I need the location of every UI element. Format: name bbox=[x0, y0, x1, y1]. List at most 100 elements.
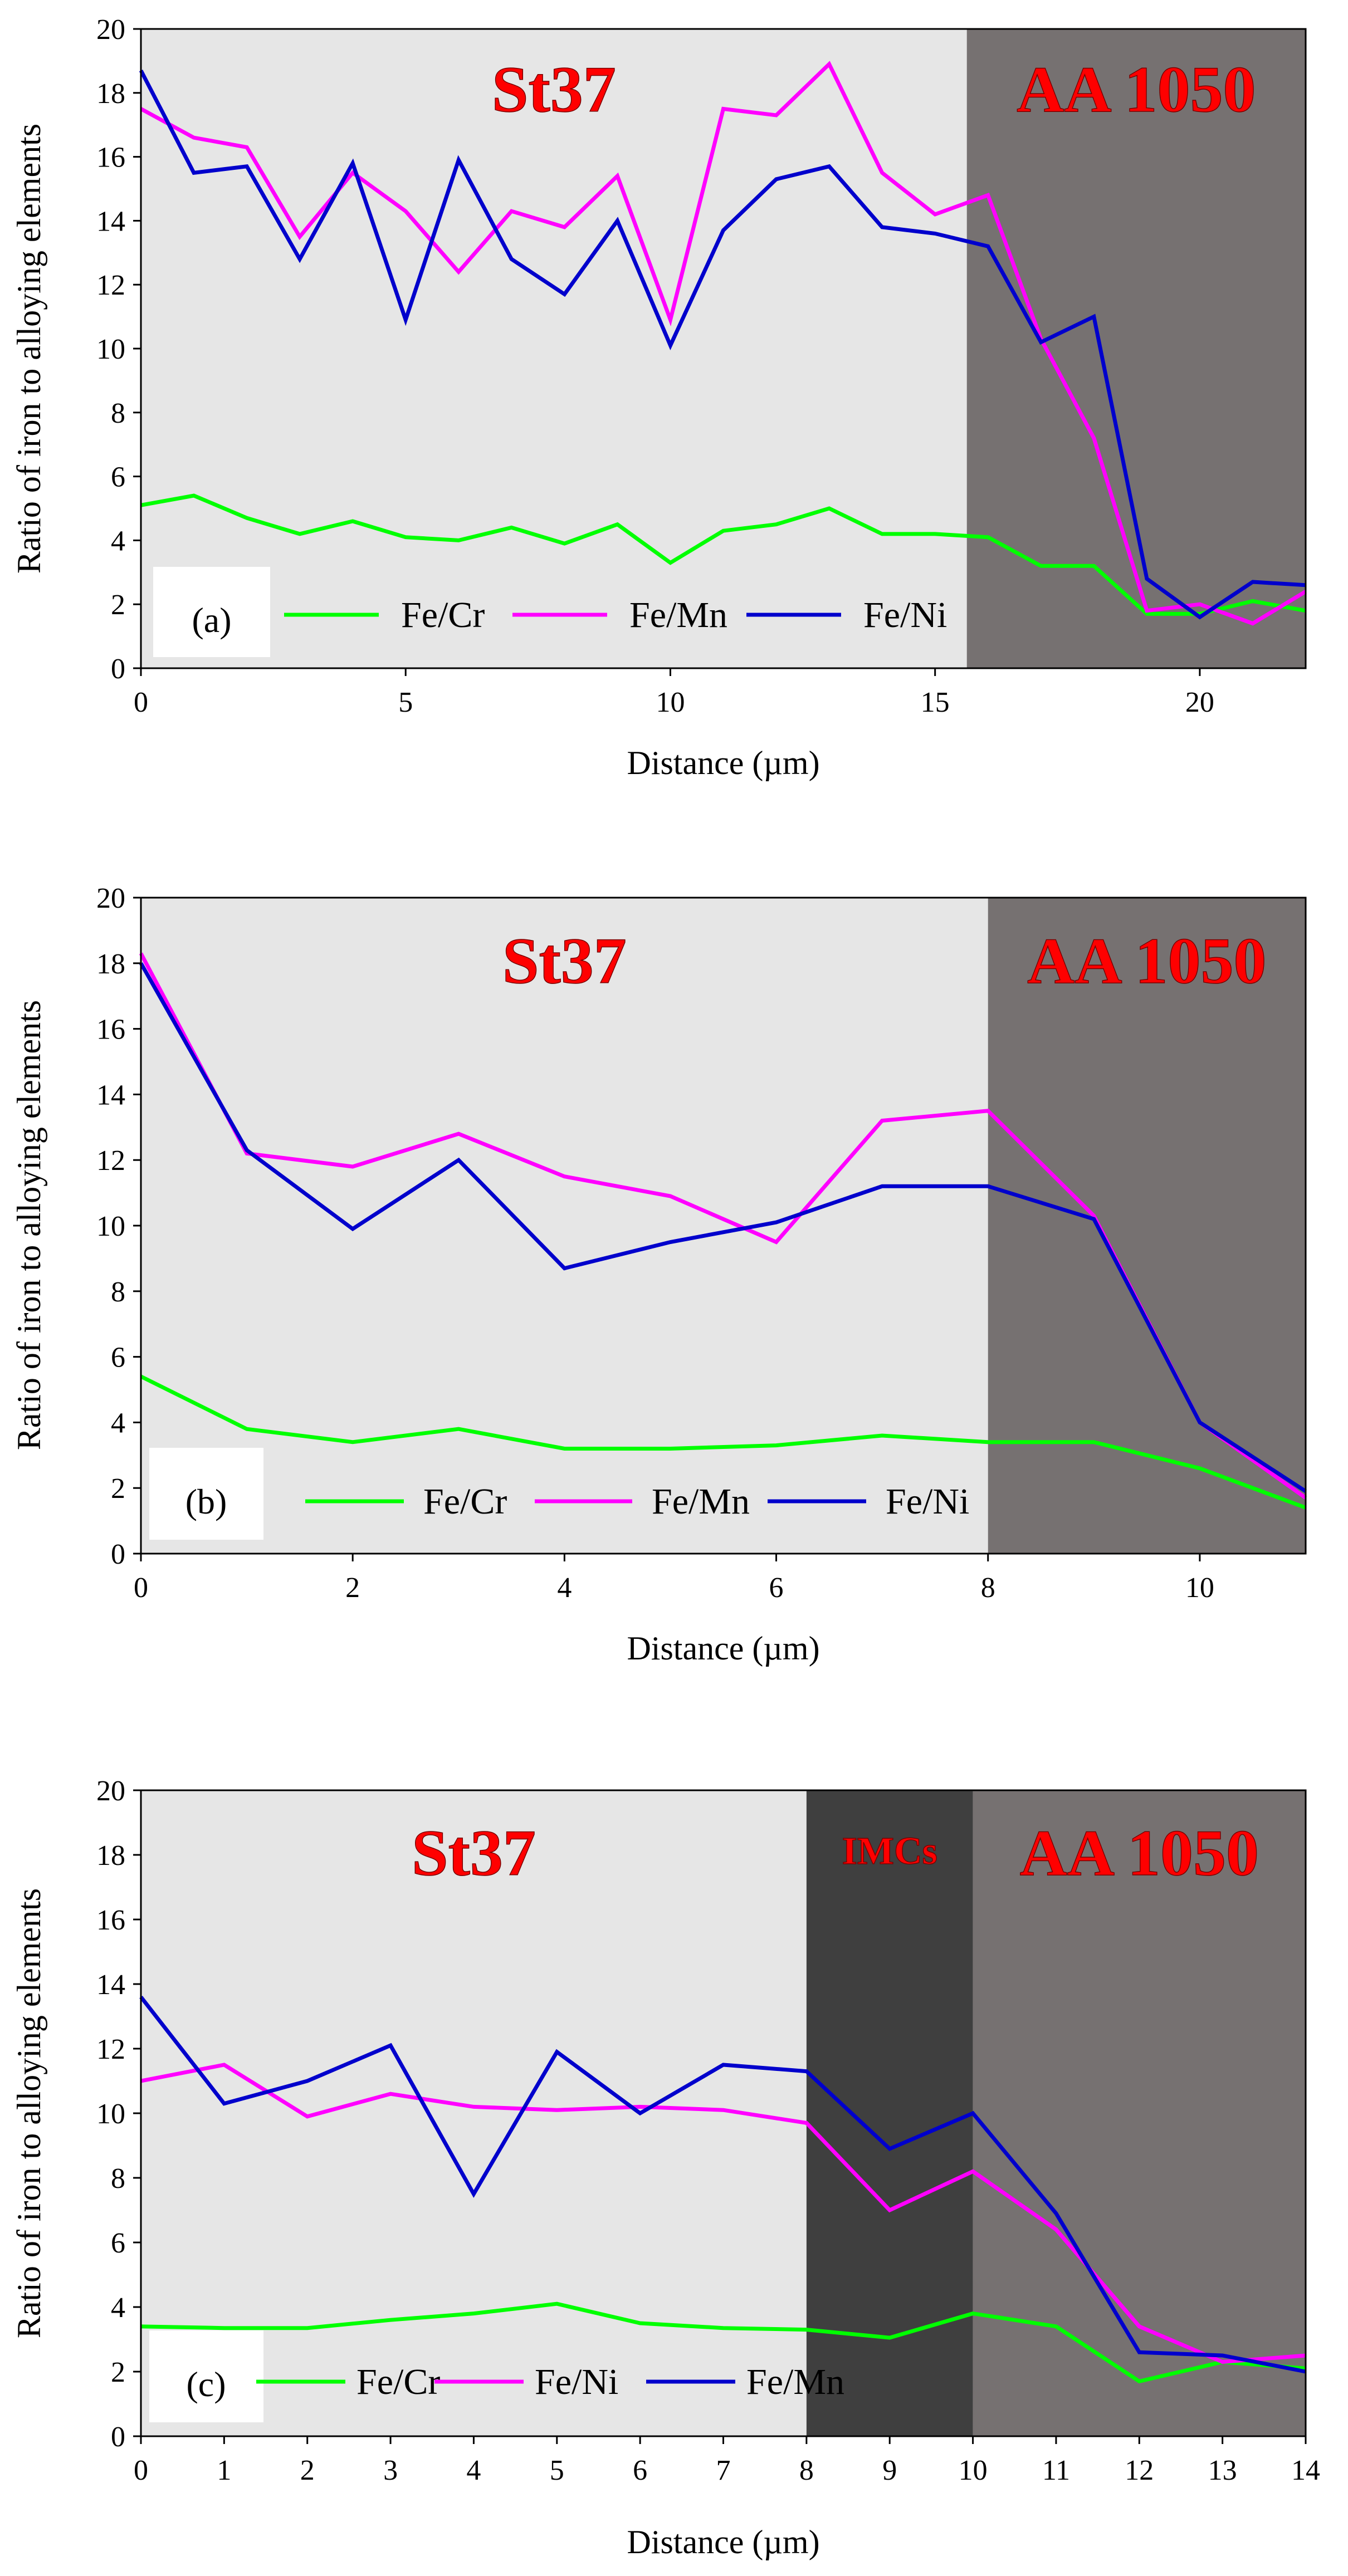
y-tick-label-20: 20 bbox=[96, 1775, 125, 1807]
x-tick-label-12: 12 bbox=[1125, 2455, 1154, 2486]
legend-label-fe-mn: Fe/Mn bbox=[629, 595, 727, 635]
y-tick-label-8: 8 bbox=[111, 2163, 125, 2195]
y-tick-label-0: 0 bbox=[111, 1539, 125, 1570]
panel-label: (a) bbox=[192, 600, 231, 640]
y-tick-label-0: 0 bbox=[111, 653, 125, 685]
x-axis-title: Distance (µm) bbox=[627, 2524, 819, 2560]
x-tick-label-1: 1 bbox=[217, 2455, 231, 2486]
legend-label-fe-ni: Fe/Ni bbox=[886, 1481, 969, 1522]
x-tick-label-20: 20 bbox=[1185, 687, 1214, 718]
x-axis-title: Distance (µm) bbox=[627, 1630, 819, 1667]
y-tick-label-6: 6 bbox=[111, 462, 125, 493]
y-tick-label-12: 12 bbox=[96, 1145, 125, 1177]
region-title-aa-1050: AA 1050 bbox=[1020, 1816, 1259, 1889]
y-tick-label-16: 16 bbox=[96, 1904, 125, 1936]
y-tick-label-6: 6 bbox=[111, 2227, 125, 2259]
x-tick-label-10: 10 bbox=[656, 687, 685, 718]
region-0-background bbox=[141, 898, 988, 1554]
x-tick-label-2: 2 bbox=[300, 2455, 315, 2486]
x-tick-label-6: 6 bbox=[769, 1572, 784, 1604]
x-axis-title: Distance (µm) bbox=[627, 745, 819, 781]
y-tick-label-4: 4 bbox=[111, 1407, 125, 1439]
region-title-aa-1050: AA 1050 bbox=[1017, 53, 1256, 126]
y-tick-label-18: 18 bbox=[96, 78, 125, 110]
x-tick-label-4: 4 bbox=[466, 2455, 481, 2486]
y-tick-label-12: 12 bbox=[96, 2034, 125, 2065]
y-tick-label-16: 16 bbox=[96, 142, 125, 174]
chart-panel-a: St37 AA 1050 (a) Fe/Cr Fe/Mn Fe/Ni 0 2 4 6 8 10 12 14… bbox=[0, 0, 1348, 796]
panel-label-box bbox=[149, 1448, 263, 1540]
x-tick-label-10: 10 bbox=[1185, 1572, 1214, 1604]
y-tick-label-16: 16 bbox=[96, 1014, 125, 1046]
y-tick-label-12: 12 bbox=[96, 270, 125, 301]
y-tick-label-10: 10 bbox=[96, 334, 125, 365]
y-tick-label-8: 8 bbox=[111, 1276, 125, 1308]
region-1-background bbox=[988, 898, 1306, 1554]
panel-label-box bbox=[149, 2330, 263, 2422]
y-tick-label-8: 8 bbox=[111, 398, 125, 429]
x-tick-label-4: 4 bbox=[557, 1572, 572, 1604]
x-tick-label-7: 7 bbox=[716, 2455, 731, 2486]
legend-label-fe-mn: Fe/Mn bbox=[746, 2362, 844, 2402]
x-tick-label-13: 13 bbox=[1208, 2455, 1237, 2486]
chart-panel-b: St37 AA 1050 (b) Fe/Cr Fe/Mn Fe/Ni 0 2 4 6 8 10 12 14… bbox=[0, 869, 1348, 1687]
y-axis-title: Ratio of iron to alloying elements bbox=[11, 124, 47, 574]
x-tick-label-8: 8 bbox=[981, 1572, 995, 1604]
x-tick-label-5: 5 bbox=[398, 687, 413, 718]
y-tick-label-20: 20 bbox=[96, 883, 125, 914]
x-tick-label-9: 9 bbox=[882, 2455, 897, 2486]
y-tick-label-14: 14 bbox=[96, 1079, 125, 1111]
y-tick-label-2: 2 bbox=[111, 1473, 125, 1505]
x-tick-label-11: 11 bbox=[1042, 2455, 1070, 2486]
x-tick-label-0: 0 bbox=[134, 687, 148, 718]
chart-b: St37 AA 1050 (b) Fe/Cr Fe/Mn Fe/Ni 0 2 4 6 8 10 12 14… bbox=[11, 883, 1307, 1667]
y-axis-title: Ratio of iron to alloying elements bbox=[11, 1888, 47, 2338]
y-tick-label-18: 18 bbox=[96, 1840, 125, 1872]
region-title-st37: St37 bbox=[492, 53, 616, 126]
panel-label: (c) bbox=[186, 2364, 226, 2404]
y-axis-title: Ratio of iron to alloying elements bbox=[11, 1000, 47, 1450]
panel-label: (b) bbox=[185, 1482, 227, 1521]
y-tick-label-2: 2 bbox=[111, 589, 125, 621]
x-tick-label-3: 3 bbox=[383, 2455, 398, 2486]
y-tick-label-10: 10 bbox=[96, 2098, 125, 2130]
legend-label-fe-cr: Fe/Cr bbox=[423, 1481, 507, 1522]
y-tick-label-20: 20 bbox=[96, 14, 125, 46]
region-title-st37: St37 bbox=[412, 1816, 536, 1889]
series-line-fe-ni bbox=[139, 962, 1307, 1493]
legend-label-fe-ni: Fe/Ni bbox=[535, 2362, 618, 2402]
y-tick-label-18: 18 bbox=[96, 948, 125, 980]
chart-a: St37 AA 1050 (a) Fe/Cr Fe/Mn Fe/Ni 0 2 4 6 8 10 12 14… bbox=[11, 14, 1307, 781]
y-tick-label-6: 6 bbox=[111, 1342, 125, 1374]
legend-label-fe-cr: Fe/Cr bbox=[356, 2362, 440, 2402]
region-1-background bbox=[806, 1790, 973, 2436]
legend-label-fe-cr: Fe/Cr bbox=[401, 595, 485, 635]
x-tick-label-2: 2 bbox=[345, 1572, 360, 1604]
chart-c: St37 IMCs AA 1050(c) Fe/Cr Fe/Ni Fe/Mn0246810… bbox=[11, 1775, 1320, 2560]
y-tick-label-14: 14 bbox=[96, 205, 125, 237]
x-tick-label-5: 5 bbox=[550, 2455, 564, 2486]
x-tick-label-0: 0 bbox=[134, 2455, 148, 2486]
series-line-fe-cr bbox=[140, 1374, 1307, 1510]
x-tick-label-0: 0 bbox=[134, 1572, 148, 1604]
region-0-background bbox=[141, 29, 967, 668]
x-tick-label-10: 10 bbox=[959, 2455, 988, 2486]
y-tick-label-0: 0 bbox=[111, 2421, 125, 2453]
y-tick-label-4: 4 bbox=[111, 525, 125, 557]
y-tick-label-4: 4 bbox=[111, 2292, 125, 2324]
region-2-background bbox=[973, 1790, 1306, 2436]
region-title-imcs: IMCs bbox=[842, 1830, 937, 1873]
region-1-background bbox=[966, 29, 1306, 668]
chart-panel-c: St37 IMCs AA 1050 (c) Fe/Cr Fe/Ni Fe/Mn 0 2 4 6 8 10… bbox=[0, 1751, 1348, 2570]
region-title-st37: St37 bbox=[502, 924, 627, 997]
x-tick-label-8: 8 bbox=[799, 2455, 814, 2486]
x-tick-label-15: 15 bbox=[921, 687, 950, 718]
panel-label-box bbox=[153, 567, 270, 657]
region-title-aa-1050: AA 1050 bbox=[1027, 924, 1266, 997]
x-tick-label-14: 14 bbox=[1291, 2455, 1320, 2486]
y-tick-label-14: 14 bbox=[96, 1969, 125, 2001]
y-tick-label-10: 10 bbox=[96, 1211, 125, 1242]
x-tick-label-6: 6 bbox=[633, 2455, 647, 2486]
y-tick-label-2: 2 bbox=[111, 2357, 125, 2388]
legend-label-fe-mn: Fe/Mn bbox=[652, 1481, 750, 1522]
